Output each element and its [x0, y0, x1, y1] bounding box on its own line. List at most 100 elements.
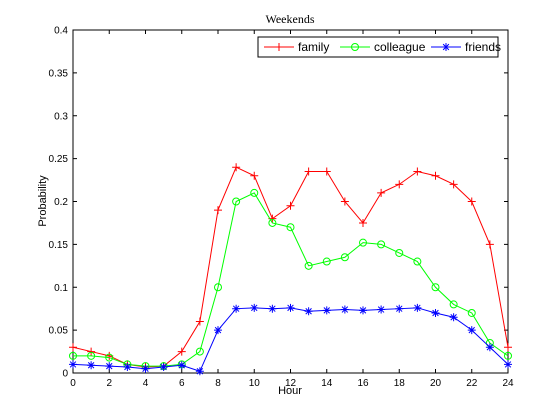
x-tick-label: 24: [502, 378, 514, 389]
y-tick-label: 0.05: [49, 326, 69, 337]
data-point-colleague: [69, 351, 77, 360]
legend-label-family: family: [298, 40, 329, 54]
data-point-family: [304, 167, 313, 176]
data-point-family: [214, 206, 222, 215]
x-tick-label: 22: [466, 378, 478, 389]
y-tick-label: 0.4: [54, 26, 68, 37]
data-point-family: [377, 188, 386, 197]
data-point-friends: [286, 303, 295, 312]
data-point-friends: [195, 367, 204, 376]
data-point-colleague: [504, 351, 512, 360]
legend-marker-friends: [442, 43, 450, 51]
x-tick-label: 10: [249, 378, 261, 389]
x-tick-label: 0: [70, 378, 76, 389]
data-point-family: [395, 180, 404, 189]
data-point-colleague: [395, 248, 404, 257]
y-tick-label: 0.3: [54, 111, 68, 122]
data-point-family: [87, 347, 96, 356]
data-point-family: [177, 347, 186, 356]
data-point-friends: [413, 303, 422, 312]
data-point-friends: [395, 304, 404, 313]
data-point-friends: [177, 361, 186, 370]
data-point-family: [232, 163, 241, 172]
x-tick-label: 14: [321, 378, 333, 389]
data-point-family: [485, 240, 494, 249]
data-point-colleague: [214, 283, 222, 292]
data-point-friends: [322, 306, 331, 315]
data-point-colleague: [377, 240, 386, 249]
y-tick-label: 0.35: [49, 68, 69, 79]
data-point-friends: [232, 304, 241, 313]
x-axis-label: Hour: [278, 385, 302, 397]
data-point-colleague: [105, 353, 114, 362]
x-tick-label: 8: [215, 378, 221, 389]
data-point-colleague: [359, 238, 367, 247]
legend-label-colleague: colleague: [374, 40, 426, 54]
data-point-colleague: [449, 300, 458, 309]
x-tick-label: 16: [357, 378, 369, 389]
y-axis-label: Probability: [37, 175, 49, 227]
data-point-friends: [159, 362, 168, 371]
data-point-friends: [87, 361, 96, 370]
data-point-friends: [467, 326, 476, 335]
data-point-friends: [268, 304, 277, 313]
data-point-friends: [485, 343, 494, 352]
data-point-colleague: [467, 308, 476, 317]
y-tick-label: 0: [62, 369, 68, 380]
data-point-friends: [431, 308, 440, 317]
data-point-family: [504, 343, 512, 352]
data-point-friends: [214, 326, 222, 335]
data-point-family: [286, 201, 295, 210]
x-tick-label: 6: [179, 378, 185, 389]
legend-entry-family: family: [264, 40, 329, 54]
data-point-friends: [359, 306, 367, 315]
data-point-colleague: [195, 347, 204, 356]
data-point-friends: [123, 362, 132, 371]
data-point-colleague: [340, 253, 349, 262]
x-tick-label: 2: [106, 378, 112, 389]
data-point-family: [69, 343, 77, 352]
data-point-colleague: [304, 261, 313, 270]
data-point-friends: [141, 364, 150, 373]
data-point-family: [413, 167, 422, 176]
legend: family colleague friends: [257, 36, 501, 58]
data-point-colleague: [431, 283, 440, 292]
legend-label-friends: friends: [465, 40, 501, 54]
data-point-colleague: [250, 188, 259, 197]
series-friends: [69, 303, 512, 376]
data-point-colleague: [286, 223, 295, 232]
data-point-family: [322, 167, 331, 176]
x-tick-label: 18: [394, 378, 406, 389]
y-tick-label: 0.25: [49, 154, 69, 165]
data-point-family: [359, 218, 367, 227]
x-tick-label: 4: [143, 378, 149, 389]
x-tick-label: 20: [430, 378, 442, 389]
data-point-friends: [105, 362, 114, 371]
data-point-family: [195, 317, 204, 326]
data-point-colleague: [232, 197, 241, 206]
y-tick-label: 0.1: [54, 283, 68, 294]
legend-entry-colleague: colleague: [340, 40, 426, 54]
data-point-colleague: [413, 257, 422, 266]
data-point-family: [250, 171, 259, 180]
data-point-friends: [504, 360, 512, 369]
plot-area: 0 2 4 6 8 10 12 14 16 18 20 22 2400.050.10.150.20.25…: [49, 26, 514, 390]
data-point-family: [449, 180, 458, 189]
data-point-colleague: [268, 218, 277, 227]
data-point-friends: [377, 305, 386, 314]
data-point-family: [431, 171, 440, 180]
data-point-friends: [449, 313, 458, 322]
y-tick-label: 0.2: [54, 197, 68, 208]
data-point-friends: [340, 305, 349, 314]
data-point-family: [467, 197, 476, 206]
legend-marker-family: [275, 43, 283, 51]
x-tick-label: 12: [285, 378, 297, 389]
data-point-colleague: [322, 257, 331, 266]
data-point-friends: [69, 360, 77, 369]
legend-marker-colleague: [351, 43, 359, 51]
data-point-friends: [250, 303, 259, 312]
data-point-family: [340, 197, 349, 206]
chart-title: Weekends: [265, 12, 314, 26]
